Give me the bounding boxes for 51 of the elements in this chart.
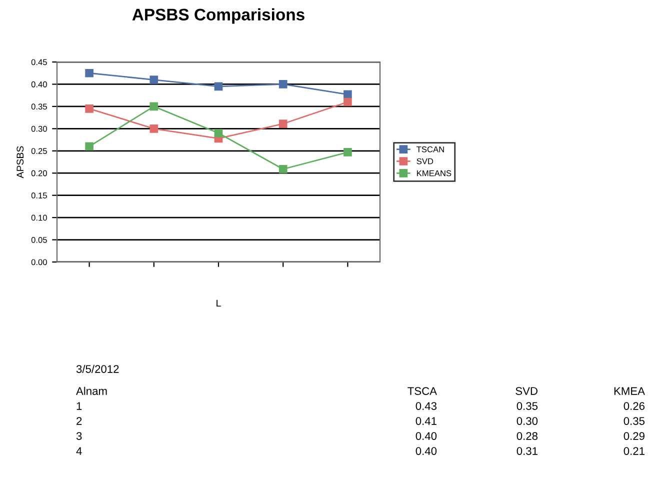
text: 0.40 [416,432,437,440]
text: 1 [76,402,82,410]
text: Alnam [76,386,107,395]
text: 3 [76,432,82,440]
point [278,164,288,174]
point [214,128,223,138]
point [85,68,94,78]
text: 0.21 [624,447,644,455]
text: 0.26 [624,402,645,410]
y-tick-label: 0.20 [31,170,47,176]
text: SVD [516,387,538,395]
text: 3/5/2012 [76,364,119,373]
text: 0.35 [624,417,645,425]
point [150,102,158,111]
text: 2 [76,417,82,425]
y-tick-label: 0.10 [31,214,47,221]
text: 0.30 [516,417,538,425]
point [214,82,223,91]
y-tick-label: 0.25 [31,148,47,154]
text: 0.35 [516,402,538,410]
legend-label: SVD [416,158,434,164]
point [344,148,352,156]
y-tick-label: 0.00 [31,259,47,266]
chart-title: APSBS Comparisions [132,8,304,24]
point [278,80,288,88]
y-tick-label: 0.30 [31,126,47,132]
y-tick-label: 0.35 [31,104,47,110]
point [150,76,158,84]
text: TSCA [408,387,437,395]
text: 0.29 [624,432,644,440]
x-axis-title: L [216,300,221,307]
text: 4 [76,447,82,455]
text: 0.28 [516,432,538,440]
point [344,98,352,106]
point [85,142,94,151]
point [344,90,352,99]
text: 0.41 [416,417,436,425]
point [150,124,158,133]
y-tick-label: 0.40 [31,81,47,88]
text: 0.43 [416,402,437,410]
y-tick-label: 0.15 [31,192,47,198]
legend-label: KMEANS [417,170,452,176]
text: KMEA [614,387,645,395]
text: 0.40 [416,447,437,455]
point [85,104,94,113]
point [278,120,288,128]
y-axis-title: APSBS [16,146,24,178]
y-tick-label: 0.45 [31,59,47,66]
y-tick-label: 0.05 [31,236,47,243]
legend-label: TSCAN [416,146,444,152]
text: 0.31 [516,447,538,455]
